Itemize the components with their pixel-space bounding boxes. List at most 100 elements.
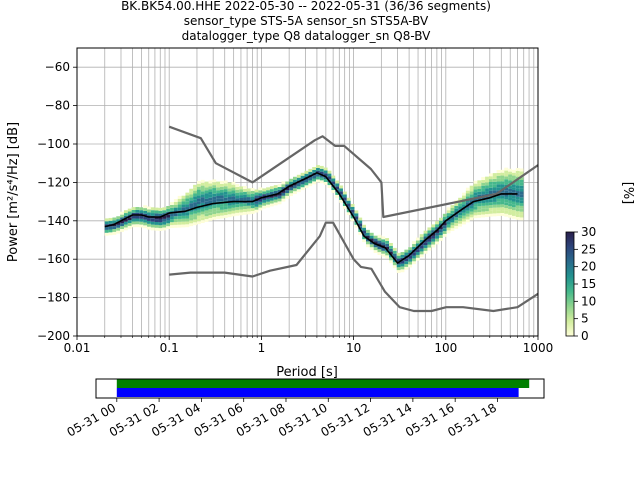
density-cell — [212, 182, 217, 186]
density-cell — [511, 175, 516, 179]
density-cell — [181, 212, 186, 216]
density-cell — [223, 194, 228, 198]
density-cell — [392, 256, 397, 260]
density-cell — [423, 242, 428, 246]
density-cell — [515, 170, 520, 174]
density-cell — [235, 204, 240, 208]
density-cell — [319, 171, 324, 175]
density-cell — [500, 189, 505, 193]
density-cell — [239, 212, 244, 216]
density-cell — [316, 176, 320, 180]
density-cell — [292, 179, 297, 183]
density-cell — [331, 175, 336, 179]
density-cell — [492, 181, 497, 185]
density-cell — [196, 183, 201, 187]
density-cell — [220, 209, 224, 213]
density-cell — [469, 202, 474, 206]
density-cell — [500, 175, 505, 179]
density-cell — [423, 245, 428, 248]
density-cell — [193, 193, 197, 197]
density-cell — [227, 208, 232, 212]
density-cell — [496, 204, 501, 208]
density-cell — [454, 205, 459, 209]
density-cell — [292, 185, 297, 189]
density-cell — [511, 187, 516, 190]
density-cell — [477, 203, 482, 207]
density-cell — [262, 197, 267, 200]
density-cell — [185, 192, 190, 196]
density-cell — [166, 217, 171, 221]
density-cell — [262, 199, 267, 203]
density-cell — [162, 218, 167, 222]
density-cell — [273, 193, 278, 197]
density-cell — [504, 196, 509, 200]
density-cell — [196, 204, 201, 207]
density-cell — [123, 224, 128, 228]
density-cell — [354, 224, 359, 228]
density-cell — [231, 187, 236, 191]
density-cell — [481, 214, 486, 218]
density-cell — [223, 203, 228, 207]
density-cell — [239, 203, 244, 207]
density-cell — [170, 219, 174, 223]
density-cell — [485, 176, 489, 180]
density-cell — [481, 182, 486, 186]
density-cell — [377, 252, 382, 255]
density-cell — [508, 174, 512, 178]
density-cell — [154, 224, 159, 228]
density-cell — [196, 209, 201, 213]
density-cell — [220, 198, 224, 202]
density-cell — [208, 189, 213, 193]
density-cell — [473, 200, 478, 204]
density-cell — [462, 218, 466, 222]
density-cell — [492, 213, 497, 217]
density-cell — [158, 228, 163, 231]
density-cell — [450, 210, 455, 214]
density-cell — [342, 191, 347, 195]
density-cell — [220, 186, 224, 190]
density-cell — [377, 240, 382, 244]
density-cell — [408, 258, 413, 262]
density-cell — [227, 185, 232, 189]
density-cell — [331, 190, 336, 193]
density-cell — [158, 216, 163, 220]
density-cell — [281, 187, 286, 191]
density-cell — [316, 170, 320, 174]
density-cell — [281, 184, 286, 188]
density-cell — [177, 204, 182, 208]
density-cell — [220, 183, 224, 187]
colorbar-label: [%] — [620, 182, 635, 205]
density-cell — [358, 223, 363, 227]
density-cell — [496, 178, 501, 182]
density-cell — [442, 231, 447, 234]
density-cell — [120, 214, 124, 218]
density-cell — [227, 197, 232, 200]
density-cell — [154, 227, 159, 231]
density-cell — [508, 180, 512, 184]
density-cell — [389, 245, 393, 249]
density-cell — [323, 173, 328, 177]
density-cell — [154, 219, 159, 223]
density-cell — [465, 213, 470, 217]
density-cell — [473, 195, 478, 199]
density-cell — [408, 261, 413, 265]
density-cell — [231, 184, 236, 188]
density-cell — [404, 264, 409, 267]
density-cell — [381, 253, 386, 257]
density-cell — [519, 205, 524, 209]
density-cell — [189, 188, 194, 192]
density-cell — [177, 218, 182, 222]
density-cell — [481, 177, 486, 180]
density-cell — [262, 202, 267, 206]
density-cell — [200, 182, 205, 186]
density-cell — [281, 195, 286, 199]
density-cell — [173, 198, 178, 202]
density-cell — [446, 221, 451, 225]
density-cell — [227, 202, 232, 206]
density-cell — [465, 219, 470, 223]
density-cell — [515, 185, 520, 189]
density-cell — [235, 207, 240, 210]
density-cell — [504, 187, 509, 191]
density-cell — [350, 206, 355, 210]
density-cell — [185, 215, 190, 219]
